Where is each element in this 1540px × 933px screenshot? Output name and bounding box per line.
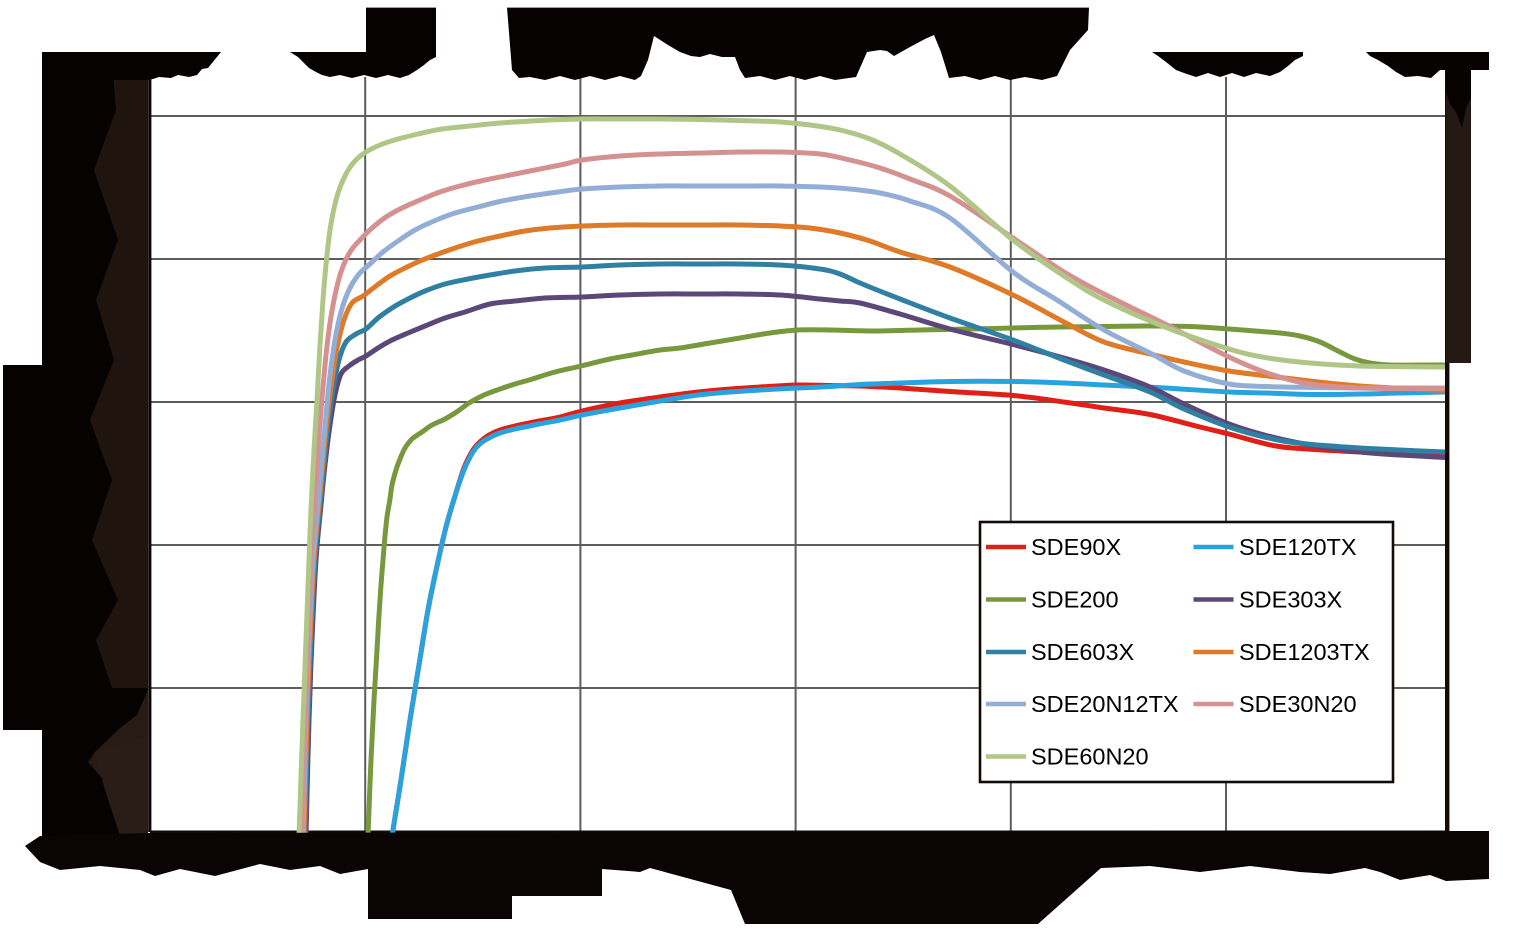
svg-text:SDE30N20: SDE30N20 <box>1239 691 1357 717</box>
svg-text:SDE20N12TX: SDE20N12TX <box>1031 691 1179 717</box>
svg-text:SDE120TX: SDE120TX <box>1239 534 1357 560</box>
svg-text:SDE603X: SDE603X <box>1031 639 1135 665</box>
svg-text:SDE60N20: SDE60N20 <box>1031 744 1149 770</box>
svg-text:SDE200: SDE200 <box>1031 587 1119 613</box>
svg-text:SDE90X: SDE90X <box>1031 534 1121 560</box>
svg-text:SDE303X: SDE303X <box>1239 587 1343 613</box>
svg-text:SDE1203TX: SDE1203TX <box>1239 639 1370 665</box>
